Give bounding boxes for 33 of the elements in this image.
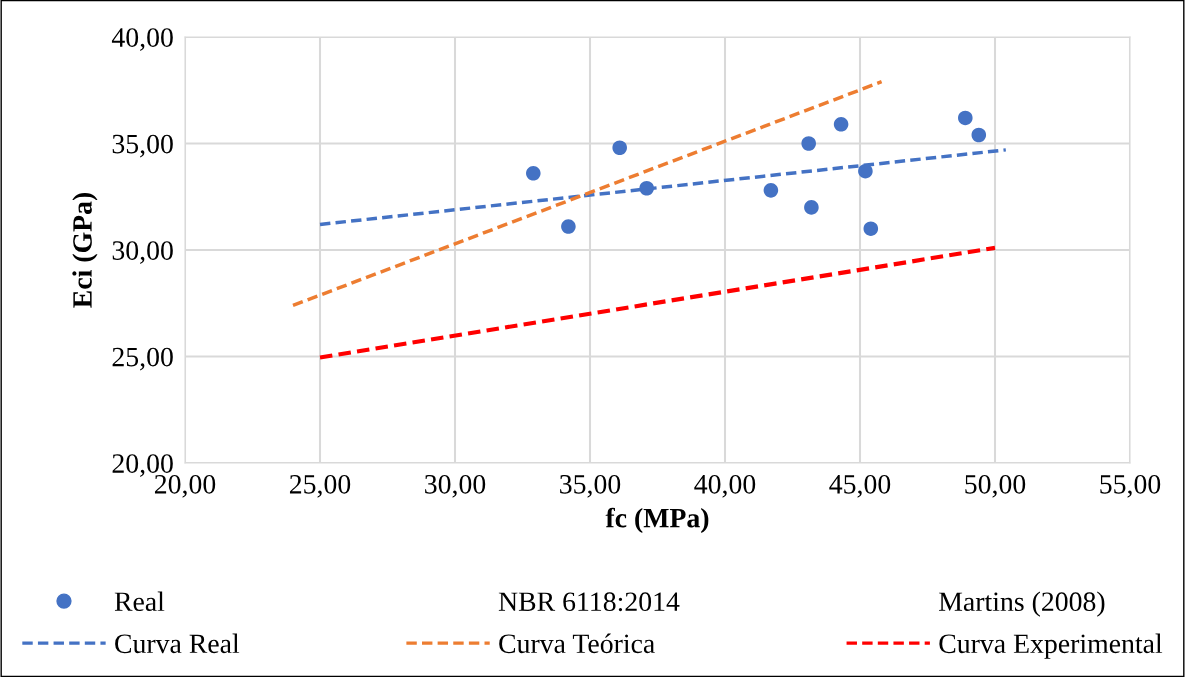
point	[971, 127, 987, 143]
x-tick-label: 40,00	[694, 474, 756, 498]
x-tick-label: 35,00	[560, 474, 621, 498]
point	[612, 140, 627, 156]
x-tick-label: 20,00	[154, 474, 216, 498]
text: NBR 6118:2014	[498, 592, 680, 612]
y-tick-label: 35,00	[112, 134, 173, 158]
legend-label: Curva Teórica	[499, 633, 655, 654]
point	[561, 219, 576, 234]
point	[858, 163, 873, 179]
x-axis-title: fc (MPa)	[605, 507, 709, 534]
legend-label: Real	[114, 591, 165, 612]
point	[801, 136, 816, 151]
x-tick-label: 50,00	[965, 474, 1026, 498]
point	[526, 166, 541, 181]
x-tick-label: 55,00	[1100, 474, 1161, 498]
x-tick-label: 25,00	[289, 474, 351, 498]
point	[863, 221, 879, 236]
y-tick-label: 25,00	[112, 347, 173, 371]
point	[958, 110, 973, 126]
y-tick-label: 30,00	[112, 241, 173, 264]
text: Martins (2008)	[939, 591, 1105, 617]
y-tick-label: 40,00	[111, 28, 173, 51]
x-tick-label: 45,00	[829, 474, 891, 498]
point	[763, 183, 779, 198]
x-tick-label: 30,00	[425, 474, 486, 498]
y-tick-label: 20,00	[112, 454, 173, 477]
point	[639, 180, 654, 196]
point	[833, 117, 849, 132]
legend-label: Curva Experimental	[939, 633, 1163, 659]
point	[804, 200, 819, 215]
legend-label: Curva Real	[115, 633, 240, 654]
y-axis-title: Eci (GPa)	[72, 192, 98, 308]
